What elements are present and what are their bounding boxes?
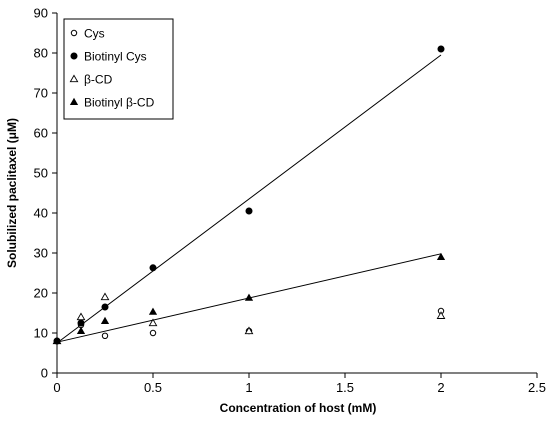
y-tick-label: 20	[34, 286, 48, 301]
data-point	[436, 311, 446, 319]
y-tick-label: 70	[34, 86, 48, 101]
x-axis-title: Concentration of host (mM)	[220, 401, 377, 415]
data-points	[52, 45, 446, 345]
data-point	[100, 292, 110, 301]
data-point	[149, 264, 157, 272]
data-point	[149, 329, 157, 337]
data-point	[101, 332, 109, 339]
x-tick-label: 2	[437, 380, 444, 395]
legend-label: β-CD	[84, 73, 113, 87]
y-tick-label: 30	[34, 246, 48, 261]
y-axis-title: Solubilized paclitaxel (μM)	[5, 118, 19, 268]
trendline	[56, 54, 442, 344]
data-point	[77, 319, 85, 327]
data-point	[436, 252, 446, 261]
data-point	[100, 316, 110, 325]
y-tick-label: 50	[34, 166, 48, 181]
x-tick-label: 0.5	[144, 380, 162, 395]
y-tick-label: 90	[34, 6, 48, 21]
axes: 0 0.5 1 1.5 2 2.5 0 10 20 30 40 50 60 70 80 90	[34, 6, 547, 396]
legend-box	[63, 18, 174, 120]
data-point	[148, 307, 158, 315]
data-point	[76, 326, 86, 335]
legend-marker	[69, 74, 79, 83]
data-point	[244, 326, 254, 335]
legend-label: Biotinyl Cys	[84, 50, 147, 64]
y-tick-label: 10	[34, 326, 48, 341]
x-tick-label: 2.5	[528, 380, 546, 395]
y-tick-label: 80	[34, 46, 48, 61]
x-tick-label: 1.5	[336, 380, 354, 395]
legend: Cys Biotinyl Cys β-CD Biotinyl β-CD	[63, 18, 174, 120]
x-tick-label: 1	[245, 380, 252, 395]
data-point	[101, 303, 109, 311]
data-point	[244, 293, 254, 301]
data-point	[245, 207, 253, 215]
y-tick-label: 60	[34, 126, 48, 141]
x-tick-label: 0	[53, 380, 60, 395]
legend-marker	[70, 52, 78, 60]
y-tick-label: 40	[34, 206, 48, 221]
legend-marker	[69, 97, 79, 105]
data-point	[437, 45, 445, 53]
legend-marker	[70, 29, 78, 37]
data-point	[52, 336, 62, 345]
data-point	[76, 312, 86, 321]
data-point	[148, 318, 158, 327]
legend-label: Cys	[84, 27, 105, 41]
y-tick-label: 0	[41, 366, 48, 381]
legend-label: Biotinyl β-CD	[84, 96, 155, 110]
